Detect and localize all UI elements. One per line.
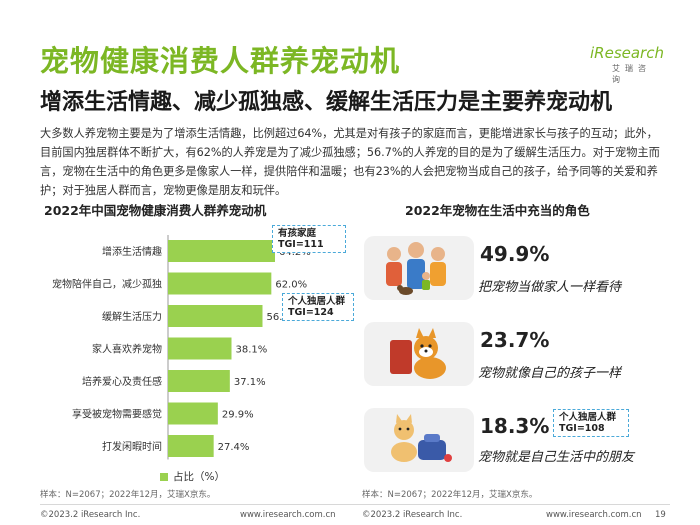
- footer-divider: [40, 504, 670, 505]
- page-subtitle: 增添生活情趣、减少孤独感、缓解生活压力是主要养宠动机: [40, 90, 613, 115]
- category-label-1: 宠物陪伴自己，减少孤独: [52, 278, 162, 291]
- tgi-callout-friend: 个人独居人群 TGI=108: [553, 409, 629, 437]
- tgi-callout-alone: 个人独居人群 TGI=124: [282, 293, 354, 321]
- logo-wordmark: iResearch: [590, 44, 664, 62]
- value-label-1: 62.0%: [275, 280, 307, 291]
- tgi-callout-family: 有孩家庭 TGI=111: [272, 225, 346, 253]
- category-label-2: 缓解生活压力: [102, 310, 162, 323]
- value-label-6: 27.4%: [218, 442, 250, 453]
- category-label-4: 培养爱心及责任感: [82, 375, 162, 388]
- value-label-4: 37.1%: [234, 377, 266, 388]
- category-label-6: 打发闲暇时间: [102, 440, 162, 453]
- value-label-5: 29.9%: [222, 410, 254, 421]
- role-pct-family: 49.9%: [480, 242, 550, 266]
- callout-alone-tgi: TGI=124: [288, 307, 334, 318]
- chart-legend: 占比（%）: [160, 469, 225, 484]
- bar-4: [168, 370, 230, 392]
- callout-friend-tgi: TGI=108: [559, 423, 605, 434]
- role-panel-child: [364, 322, 474, 386]
- callout-family-tgi: TGI=111: [278, 239, 324, 250]
- dog-icon: [390, 328, 446, 379]
- left-chart-title: 2022年中国宠物健康消费人群养宠动机: [44, 203, 267, 218]
- role-desc-child: 宠物就像自己的孩子一样: [478, 366, 622, 381]
- right-chart-title: 2022年宠物在生活中充当的角色: [405, 203, 590, 218]
- category-label-3: 家人喜欢养宠物: [92, 343, 162, 356]
- value-label-3: 38.1%: [236, 345, 268, 356]
- iresearch-logo: iResearch 艾瑞咨询: [590, 44, 664, 85]
- footer-url-right: www.iresearch.com.cn: [546, 510, 642, 520]
- category-label-0: 增添生活情趣: [102, 245, 162, 258]
- legend-swatch: [160, 472, 168, 481]
- bar-3: [168, 337, 232, 360]
- sample-note-right: 样本：N=2067；2022年12月，艾瑞X京东。: [362, 490, 538, 500]
- role-desc-family: 把宠物当做家人一样看待: [478, 280, 622, 295]
- role-desc-friend: 宠物就是自己生活中的朋友: [478, 450, 635, 465]
- role-pct-child: 23.7%: [480, 328, 550, 352]
- family-icon: [386, 242, 446, 295]
- bar-6: [168, 435, 214, 457]
- category-label-5: 享受被宠物需要感觉: [72, 408, 162, 421]
- bar-1: [168, 272, 272, 295]
- page-number: 19: [655, 510, 666, 520]
- footer-copyright-left: ©2023.2 iResearch Inc.: [40, 510, 141, 520]
- page-title: 宠物健康消费人群养宠动机: [40, 44, 401, 78]
- sample-note-left: 样本：N=2067；2022年12月，艾瑞X京东。: [40, 490, 216, 500]
- bar-0: [168, 240, 275, 262]
- bar-2: [168, 305, 263, 327]
- logo-chinese: 艾瑞咨询: [612, 64, 651, 84]
- callout-friend-label: 个人独居人群: [559, 412, 617, 423]
- role-panel-family: [364, 236, 474, 300]
- cat-toy-icon: [391, 414, 452, 462]
- role-panel-friend: [364, 408, 474, 472]
- footer-url-left: www.iresearch.com.cn: [240, 510, 336, 520]
- legend-label: 占比（%）: [173, 471, 225, 483]
- footer-copyright-right: ©2023.2 iResearch Inc.: [362, 510, 463, 520]
- callout-family-label: 有孩家庭: [278, 228, 317, 239]
- role-pct-friend: 18.3%: [480, 414, 550, 438]
- callout-alone-label: 个人独居人群: [288, 296, 346, 307]
- bar-5: [168, 402, 218, 425]
- body-paragraph: 大多数人养宠物主要是为了增添生活情趣，比例超过64%，尤其是对有孩子的家庭而言，…: [40, 127, 660, 197]
